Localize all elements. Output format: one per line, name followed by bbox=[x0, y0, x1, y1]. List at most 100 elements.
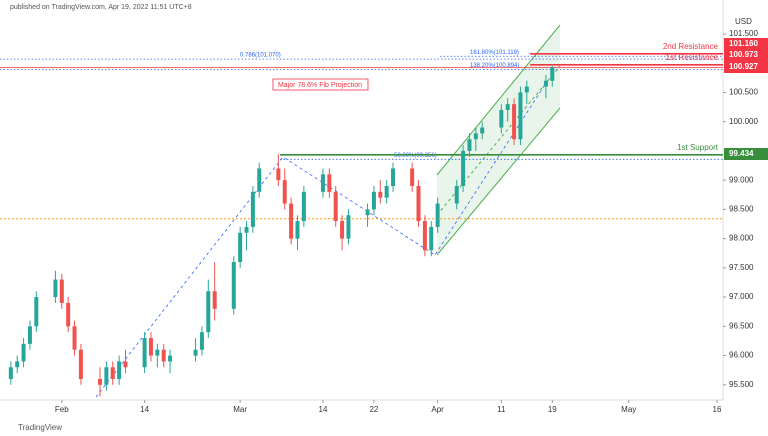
level-value: 99.434 bbox=[729, 149, 754, 158]
candle-body bbox=[199, 332, 204, 350]
candle-body bbox=[72, 326, 77, 350]
candle-body bbox=[53, 279, 58, 298]
candle-body bbox=[244, 226, 249, 233]
y-tick-label: 99.000 bbox=[729, 175, 754, 184]
candle-body bbox=[155, 349, 160, 356]
candle-body bbox=[148, 338, 153, 356]
level-box bbox=[724, 49, 768, 61]
candle-body bbox=[78, 349, 83, 379]
x-tick-label: 19 bbox=[548, 405, 557, 414]
candle-body bbox=[550, 67, 555, 81]
y-tick-label: 97.000 bbox=[729, 292, 754, 301]
candle-body bbox=[467, 139, 472, 151]
candle-body bbox=[142, 338, 147, 368]
candle-body bbox=[320, 174, 325, 192]
y-tick-label: 96.500 bbox=[729, 321, 754, 330]
candle-body bbox=[410, 168, 415, 186]
candle-body bbox=[212, 291, 217, 309]
footer: TradingView bbox=[18, 423, 62, 432]
candle-body bbox=[117, 361, 122, 379]
candle-body bbox=[391, 168, 396, 186]
y-tick-label: 98.500 bbox=[729, 204, 754, 213]
candle-body bbox=[301, 191, 306, 222]
candle-body bbox=[371, 191, 376, 210]
x-tick-label: 14 bbox=[319, 405, 328, 414]
level-box bbox=[724, 61, 768, 73]
y-tick-label: 101.500 bbox=[729, 29, 758, 38]
x-tick-label: 11 bbox=[497, 405, 506, 414]
candle-body bbox=[161, 349, 166, 362]
level-name: 1st Resistance bbox=[666, 53, 719, 62]
y-tick-label: 97.500 bbox=[729, 263, 754, 272]
candle-body bbox=[206, 291, 211, 333]
candle-body bbox=[238, 232, 243, 263]
candle-body bbox=[66, 302, 71, 327]
fib-label: 50.00%(99.356) bbox=[394, 153, 437, 159]
candle-body bbox=[435, 203, 440, 227]
candle-body bbox=[378, 191, 383, 198]
header: published on TradingView.com, Apr 19, 20… bbox=[10, 4, 192, 11]
candle-body bbox=[416, 185, 421, 222]
candle-body bbox=[34, 297, 39, 327]
candle-body bbox=[429, 226, 434, 251]
channel-lower bbox=[436, 107, 561, 256]
level-value: 100.973 bbox=[729, 50, 758, 59]
currency: USD bbox=[735, 17, 752, 26]
x-tick-label: 22 bbox=[369, 405, 378, 414]
candle-body bbox=[110, 367, 115, 379]
fib-label: 138.20%(100.894) bbox=[470, 63, 519, 69]
candle-body bbox=[333, 191, 338, 222]
level-name: 2nd Resistance bbox=[663, 42, 719, 51]
candle-body bbox=[231, 262, 236, 309]
candle-body bbox=[276, 168, 281, 181]
y-tick-label: 100.000 bbox=[729, 117, 758, 126]
candle-body bbox=[454, 185, 459, 204]
candle-body bbox=[257, 168, 262, 192]
candle-body bbox=[499, 109, 504, 128]
candle-body bbox=[250, 191, 255, 227]
x-tick-label: Mar bbox=[233, 405, 247, 414]
fib-label: 0.786(101.070) bbox=[240, 53, 281, 59]
candle-body bbox=[422, 221, 427, 251]
x-tick-label: 16 bbox=[713, 405, 722, 414]
candle-body bbox=[21, 343, 26, 362]
candle-body bbox=[15, 361, 20, 368]
y-tick-label: 95.500 bbox=[729, 380, 754, 389]
y-tick-label: 98.000 bbox=[729, 234, 754, 243]
candle-body bbox=[8, 367, 13, 379]
x-tick-label: Apr bbox=[431, 405, 444, 414]
candle-body bbox=[59, 279, 64, 303]
y-tick-label: 96.000 bbox=[729, 351, 754, 360]
candle-body bbox=[123, 361, 128, 368]
candle-body bbox=[282, 180, 287, 204]
candle-body bbox=[524, 86, 529, 93]
channel-upper bbox=[436, 24, 561, 176]
candle-body bbox=[193, 349, 198, 356]
fib-label: 161.80%(101.119) bbox=[470, 50, 519, 56]
candle-body bbox=[543, 80, 548, 87]
candle-body bbox=[480, 127, 485, 134]
candle-body bbox=[365, 209, 370, 216]
candle-body bbox=[346, 215, 351, 239]
x-tick-label: Feb bbox=[55, 405, 69, 414]
candle-body bbox=[473, 133, 478, 140]
level-name: 1st Support bbox=[677, 143, 719, 152]
fib-projection bbox=[95, 79, 549, 398]
x-tick-label: May bbox=[621, 405, 636, 414]
annotation: Major 78.6% Fib Projection bbox=[278, 82, 362, 89]
annotation-box bbox=[272, 78, 369, 91]
candle-body bbox=[104, 367, 109, 385]
candle-body bbox=[27, 326, 32, 344]
y-tick-label: 100.500 bbox=[729, 88, 758, 97]
candle-body bbox=[461, 150, 466, 186]
candle-body bbox=[384, 185, 389, 198]
candle-body bbox=[327, 174, 332, 192]
candle-body bbox=[512, 104, 517, 140]
candle-body bbox=[289, 203, 294, 239]
candle-body bbox=[168, 355, 173, 362]
candle-body bbox=[98, 378, 103, 385]
level-value: 100.927 bbox=[729, 62, 758, 71]
x-tick-label: 14 bbox=[140, 405, 149, 414]
